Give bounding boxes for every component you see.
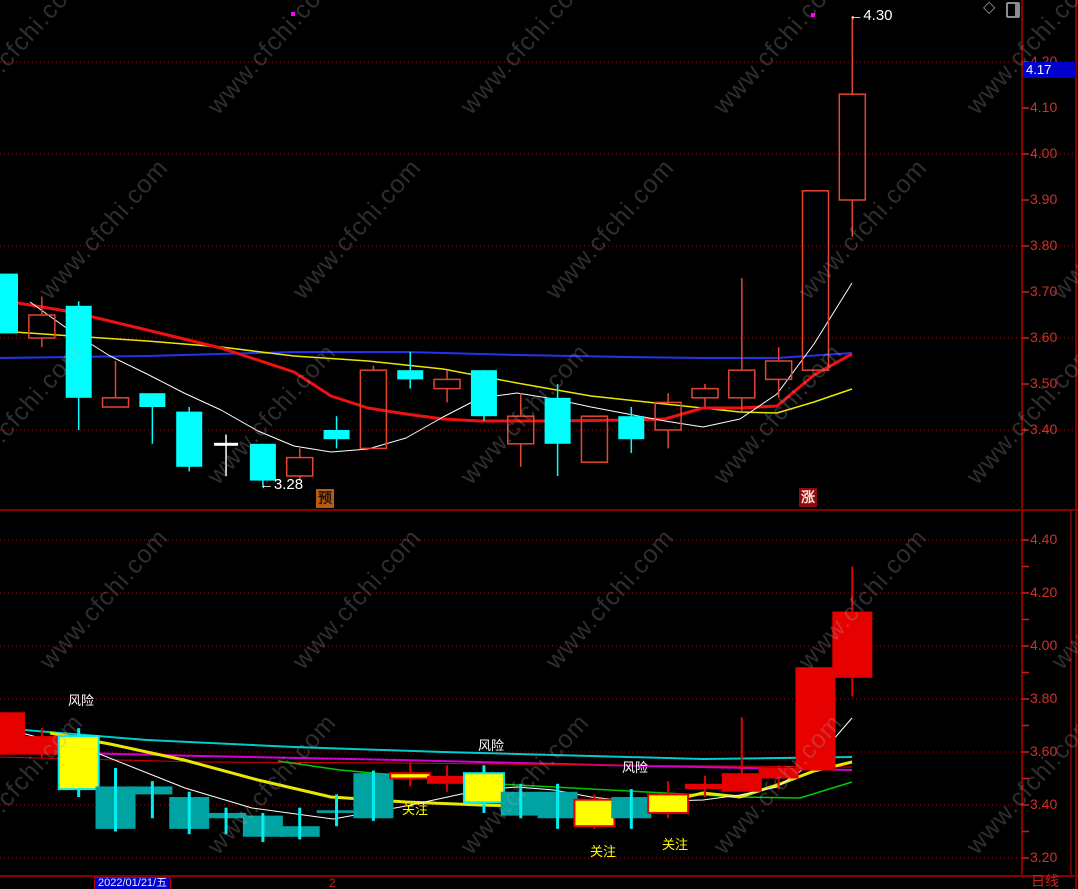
axis-price-label: 3.80	[1030, 690, 1058, 706]
date-badge: 2022/01/21/五	[94, 877, 172, 889]
event-label: 风险	[478, 738, 505, 753]
price-annotation: ←3.28	[258, 476, 304, 494]
axis-price-label: 4.40	[1030, 531, 1058, 547]
axis-price-label: 4.00	[1030, 145, 1058, 161]
price-annotation: ←4.30	[848, 7, 893, 24]
marker-dot	[811, 13, 815, 17]
axis-price-label: 4.10	[1030, 99, 1058, 115]
marker-dot	[291, 12, 295, 16]
event-label: 风险	[68, 693, 95, 708]
current-price-badge: 4.17	[1023, 62, 1076, 78]
axis-price-label: 3.90	[1030, 191, 1058, 207]
axis-price-label: 3.80	[1030, 237, 1058, 253]
axis-price-label: 3.60	[1030, 743, 1058, 759]
event-label: 风险	[622, 760, 649, 775]
axis-price-label: 4.20	[1030, 584, 1058, 600]
axis-price-label: 4.00	[1030, 637, 1058, 653]
axis-price-label: 3.40	[1030, 421, 1058, 437]
axis-price-label: 3.70	[1030, 283, 1058, 299]
period-label[interactable]: 日线	[1031, 873, 1059, 889]
chart-panel-icon[interactable]	[1006, 2, 1020, 18]
event-label: 关注	[402, 802, 429, 817]
axis-price-label: 3.50	[1030, 375, 1058, 391]
axis-price-label: 3.40	[1030, 796, 1058, 812]
event-label: 关注	[662, 837, 689, 852]
axis-price-label: 3.60	[1030, 329, 1058, 345]
event-label: 关注	[590, 844, 617, 859]
signal-badge: 涨	[799, 488, 817, 507]
diamond-icon[interactable]: ◇	[983, 0, 996, 16]
axis-price-label: 3.20	[1030, 849, 1058, 865]
page-number-label: 2	[329, 876, 336, 889]
signal-badge: 预	[316, 489, 334, 508]
